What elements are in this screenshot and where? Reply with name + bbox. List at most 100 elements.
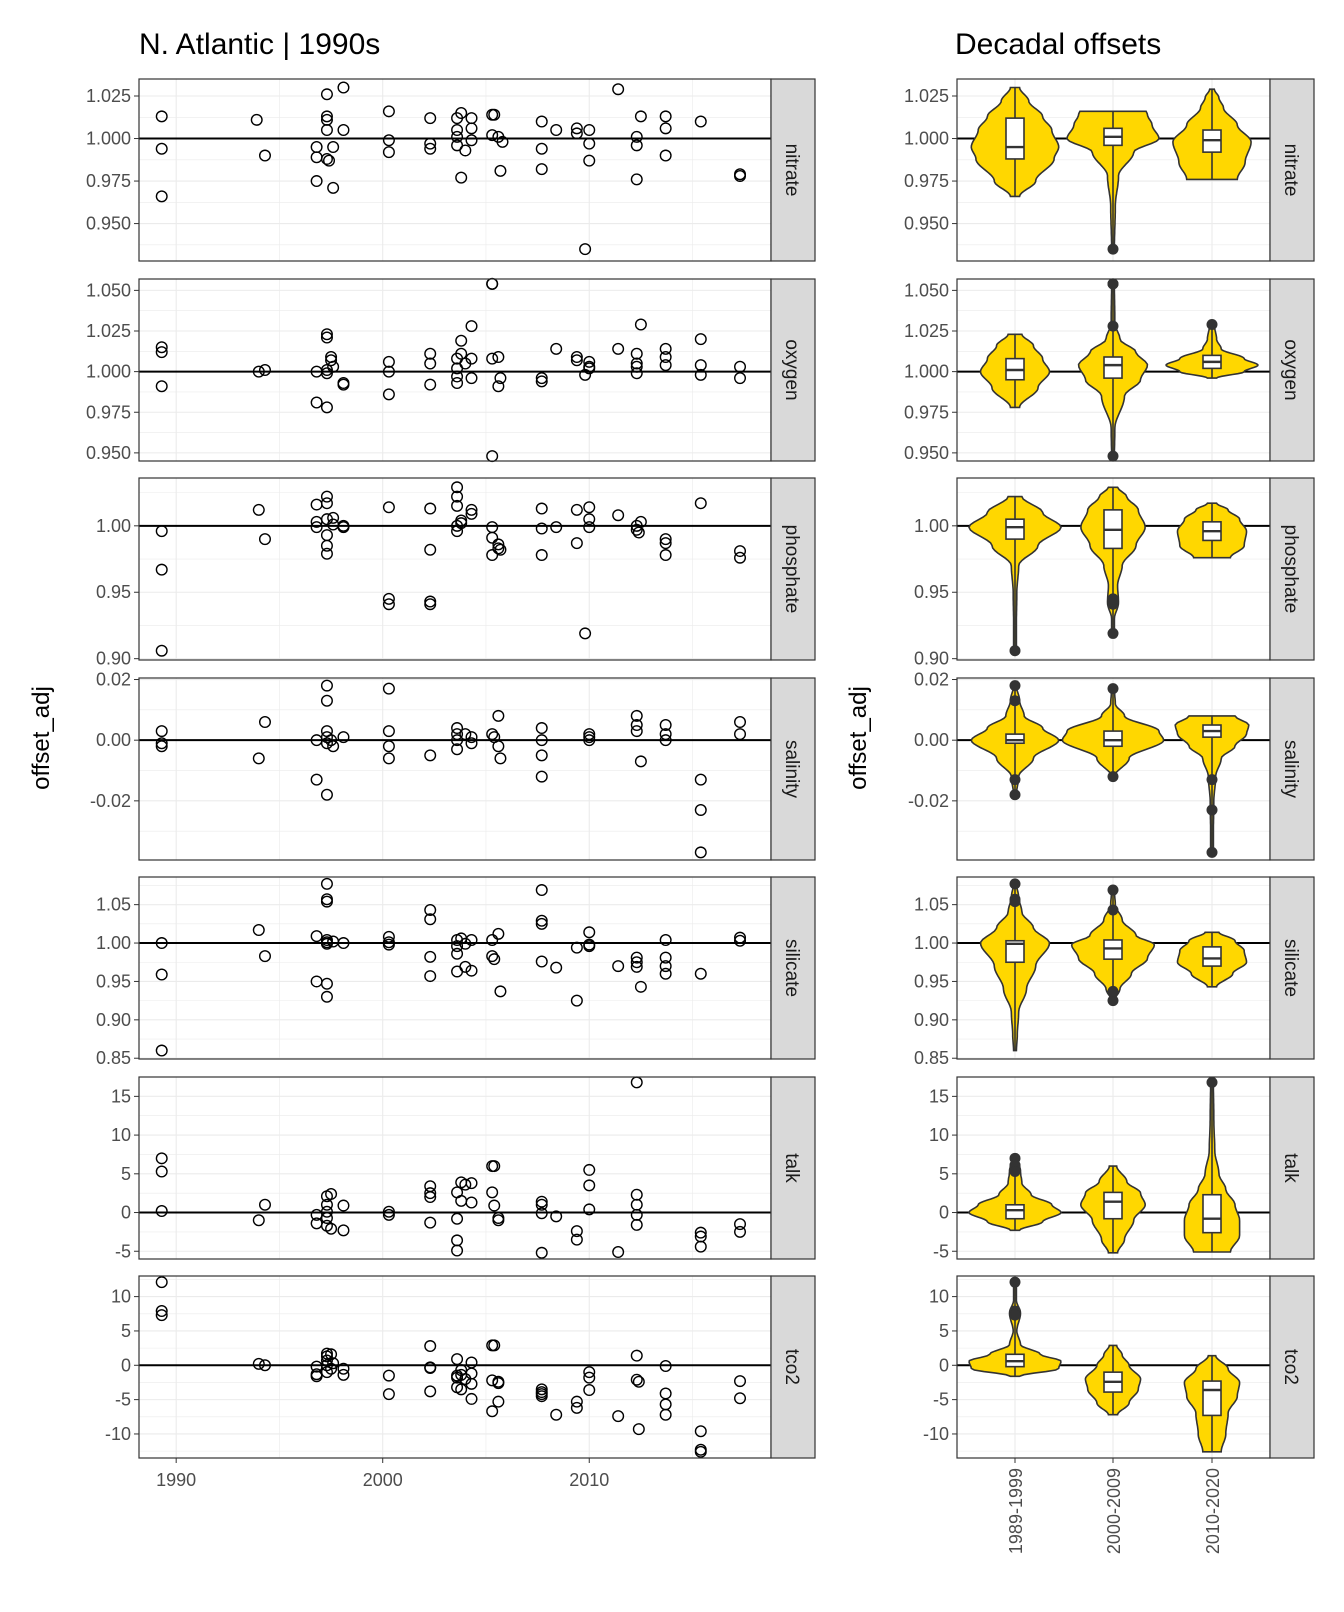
y-tick-label: -5 [933, 1390, 949, 1410]
y-tick-label: 1.00 [96, 516, 131, 536]
data-point [486, 352, 499, 365]
y-tick-label: 0.90 [96, 1010, 131, 1030]
data-point [630, 1208, 643, 1221]
data-point [325, 1362, 338, 1375]
data-point [337, 124, 350, 137]
data-point [465, 737, 478, 750]
y-tick-label: 1.025 [904, 321, 949, 341]
data-point [155, 525, 168, 538]
data-point [451, 377, 464, 390]
data-point [734, 1392, 747, 1405]
data-point [424, 598, 437, 611]
data-point [630, 360, 643, 373]
facet-strip [770, 876, 816, 1060]
data-point [694, 846, 707, 859]
left-chart-title: N. Atlantic | 1990s [139, 28, 380, 61]
data-point [492, 1377, 505, 1390]
data-point [570, 1395, 583, 1408]
box-iqr [1005, 117, 1025, 160]
chart-panels: 0.9500.9751.0001.025nitrate0.9500.9751.0… [86, 78, 1315, 1554]
data-point [494, 543, 507, 556]
outlier-point [1107, 995, 1119, 1007]
data-point [570, 1225, 583, 1238]
facet-strip [1269, 876, 1315, 1060]
data-point [734, 1218, 747, 1231]
data-point [424, 137, 437, 150]
data-point [320, 1205, 333, 1218]
data-point [583, 731, 596, 744]
y-tick-label: -0.02 [90, 791, 131, 811]
right-chart-title: Decadal offsets [955, 28, 1161, 61]
data-point [451, 1353, 464, 1366]
data-point [734, 545, 747, 558]
data-point [382, 930, 395, 943]
data-point [583, 154, 596, 167]
data-point [734, 169, 747, 182]
data-point [694, 1445, 707, 1458]
data-point [258, 364, 271, 377]
data-point [320, 895, 333, 908]
data-point [155, 1152, 168, 1165]
y-tick-label: 1.000 [904, 129, 949, 149]
data-point [424, 595, 437, 608]
facet-strip [1269, 78, 1315, 262]
data-point [325, 734, 338, 747]
data-point [486, 950, 499, 963]
data-point [535, 1207, 548, 1220]
outlier-point [1107, 771, 1119, 783]
data-point [155, 341, 168, 354]
data-point [492, 380, 505, 393]
data-point [630, 347, 643, 360]
data-point [494, 164, 507, 177]
panel-border [138, 278, 772, 462]
data-point [155, 346, 168, 359]
data-point [579, 243, 592, 256]
data-point [583, 1371, 596, 1384]
facet-strip-label: salinity [781, 740, 802, 799]
data-point [455, 517, 468, 530]
outlier-point [1206, 319, 1218, 330]
y-tick-label: 0.975 [86, 402, 131, 422]
data-point [320, 529, 333, 542]
data-point [155, 725, 168, 738]
data-point [659, 734, 672, 747]
data-point [486, 277, 499, 290]
data-point [634, 755, 647, 768]
data-point [535, 1198, 548, 1211]
outlier-point [1107, 884, 1119, 896]
data-point [455, 1194, 468, 1207]
data-point [659, 1387, 672, 1400]
data-point [535, 549, 548, 562]
data-point [634, 515, 647, 528]
data-point [583, 501, 596, 514]
y-tick-label: 0.00 [914, 730, 949, 750]
facet-strip [1269, 677, 1315, 861]
data-point [258, 1359, 271, 1372]
data-point [424, 543, 437, 556]
y-tick-label: 0.00 [96, 730, 131, 750]
data-point [451, 722, 464, 735]
y-tick-label: 1.00 [96, 933, 131, 953]
y-tick-label: 0.90 [914, 1010, 949, 1030]
y-tick-label: -5 [933, 1241, 949, 1261]
data-point [570, 941, 583, 954]
data-point [630, 960, 643, 973]
y-tick-label: 0.95 [96, 971, 131, 991]
y-tick-label: 0.02 [96, 670, 131, 690]
data-point [382, 592, 395, 605]
data-point [570, 503, 583, 516]
data-point [630, 725, 643, 738]
data-point [583, 362, 596, 375]
data-point [579, 627, 592, 640]
data-point [488, 1339, 501, 1352]
data-point [570, 537, 583, 550]
data-point [632, 526, 645, 539]
data-point [327, 1357, 340, 1370]
y-tick-label: 1.000 [904, 362, 949, 382]
data-point [630, 1373, 643, 1386]
data-point [252, 1357, 265, 1370]
y-tick-label: 0 [121, 1355, 131, 1375]
data-point [451, 370, 464, 383]
data-point [465, 112, 478, 125]
box-iqr [1103, 356, 1123, 379]
